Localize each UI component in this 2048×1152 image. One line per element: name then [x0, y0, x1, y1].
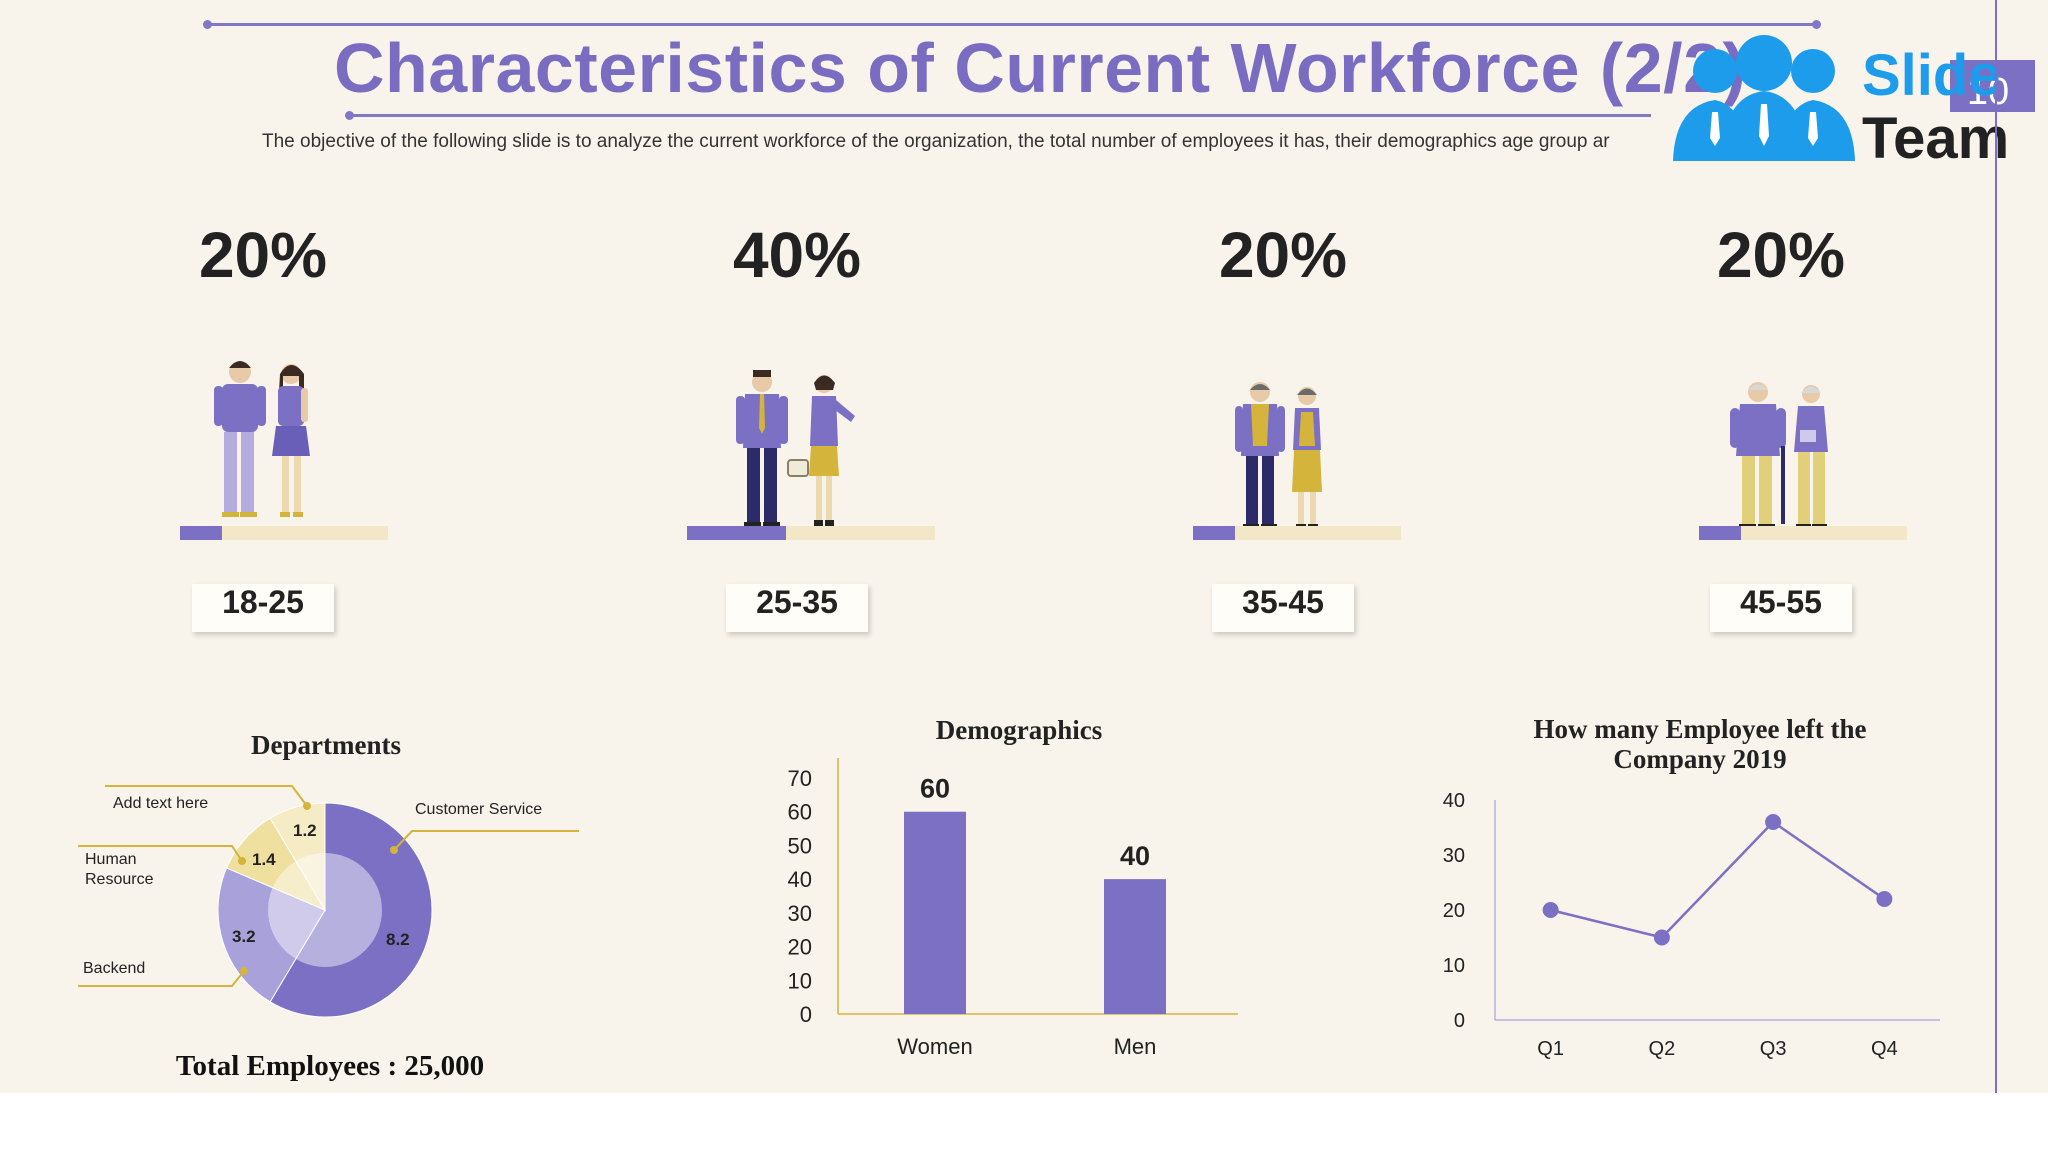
point-q3	[1765, 814, 1782, 830]
x-category-label: Men	[1114, 1034, 1157, 1059]
y-tick-label: 50	[788, 833, 812, 858]
slice-value-label: 1.4	[252, 850, 276, 869]
x-category-label: Q4	[1871, 1038, 1898, 1060]
y-tick-label: 40	[1443, 790, 1465, 812]
callout-line-add-text	[105, 785, 308, 807]
total-employees-label: Total Employees : 25,000	[175, 1050, 485, 1082]
logo-text-team: Team	[1862, 106, 2009, 171]
departments-title: Departments	[251, 730, 401, 760]
slice-value-label: 1.2	[293, 821, 317, 840]
slice-value-label: 8.2	[386, 930, 410, 949]
young-couple-illustration	[214, 361, 310, 517]
age-range-label: 18-25	[192, 584, 334, 632]
age-share-fill	[687, 526, 787, 540]
callout-dot	[390, 846, 398, 854]
age-share-fill	[1699, 526, 1741, 540]
y-tick-label: 40	[788, 867, 812, 892]
page-number: 10	[1967, 71, 2009, 113]
y-tick-label: 30	[1443, 845, 1465, 867]
page-subtitle: The objective of the following slide is …	[262, 131, 1610, 152]
y-tick-label: 0	[800, 1002, 812, 1027]
donut-hole	[268, 853, 382, 967]
middle-aged-couple-illustration	[1235, 382, 1322, 530]
callout-backend: Backend	[83, 960, 146, 977]
pie-slice-customer-service	[269, 802, 433, 1018]
age-share-bar	[1193, 526, 1401, 540]
right-border-line	[1995, 0, 1997, 1093]
slide: Characteristics of Current Workforce (2/…	[0, 0, 2048, 1093]
age-share-bar	[1699, 526, 1907, 540]
title-rule-top	[207, 23, 1819, 26]
age-percent: 20%	[1218, 219, 1348, 291]
demographics-title: Demographics	[935, 715, 1103, 745]
callout-dot	[303, 802, 311, 810]
age-share-fill	[1193, 526, 1235, 540]
logo-text-slide: Slide	[1862, 43, 2001, 108]
age-range-label: 25-35	[726, 584, 868, 632]
attrition-title-line2: Company 2019	[1613, 744, 1787, 774]
age-share-bar	[687, 526, 935, 540]
callout-dot	[240, 967, 248, 975]
attrition-line-chart: 0 10 20 30 40 Q1 Q2 Q3 Q4	[1443, 790, 1940, 1060]
x-category-label: Women	[897, 1034, 972, 1059]
point-q2	[1653, 929, 1670, 946]
age-range-label: 35-45	[1212, 584, 1354, 632]
pie-slice-add-text-here	[269, 802, 326, 912]
slice-value-label: 3.2	[232, 927, 256, 946]
departments-donut-chart	[78, 785, 579, 1018]
y-tick-label: 10	[788, 968, 812, 993]
age-percent: 40%	[732, 219, 862, 291]
senior-couple-illustration	[1730, 382, 1828, 530]
callout-dot	[238, 857, 246, 865]
age-range-label: 45-55	[1710, 584, 1852, 632]
age-percent: 20%	[1716, 219, 1846, 291]
callout-line-backend	[78, 970, 245, 987]
rule-dot	[1812, 20, 1821, 29]
slideteam-logo: 10 Slide Team	[1673, 35, 2035, 171]
demographics-bar-chart: 0 10 20 30 40 50 60 70 60 Women 40 Men	[788, 758, 1238, 1059]
bar-men	[1104, 879, 1166, 1014]
y-tick-label: 10	[1443, 955, 1465, 977]
page-title: Characteristics of Current Workforce (2/…	[334, 29, 1747, 107]
y-tick-label: 20	[788, 935, 812, 960]
bar-women	[904, 811, 966, 1014]
callout-line-customer-service	[393, 830, 579, 851]
attrition-series-line	[1550, 820, 1886, 939]
x-category-label: Q1	[1537, 1038, 1564, 1060]
callout-line-human-resource	[78, 845, 243, 862]
adult-couple-illustration	[736, 370, 855, 528]
rule-dot	[203, 20, 212, 29]
age-share-fill	[180, 526, 222, 540]
callout-add-text: Add text here	[113, 795, 209, 812]
x-category-label: Q3	[1760, 1038, 1787, 1060]
x-category-label: Q2	[1649, 1038, 1676, 1060]
callout-customer-service: Customer Service	[415, 801, 543, 818]
point-q1	[1542, 902, 1559, 918]
y-tick-label: 0	[1454, 1010, 1465, 1032]
attrition-title-line1: How many Employee left the	[1533, 714, 1867, 744]
y-tick-label: 70	[788, 766, 812, 791]
callout-human-resource-line2: Resource	[85, 871, 154, 888]
y-tick-label: 60	[788, 800, 812, 825]
bar-value-label: 60	[920, 774, 950, 804]
title-rule-bottom	[349, 114, 1651, 117]
y-tick-label: 20	[1443, 900, 1465, 922]
callout-human-resource-line1: Human	[85, 851, 137, 868]
age-percent: 20%	[198, 219, 328, 291]
age-share-bar	[180, 526, 388, 540]
bar-value-label: 40	[1120, 841, 1150, 871]
rule-dot	[345, 111, 354, 120]
point-q4	[1876, 891, 1893, 907]
y-tick-label: 30	[788, 901, 812, 926]
